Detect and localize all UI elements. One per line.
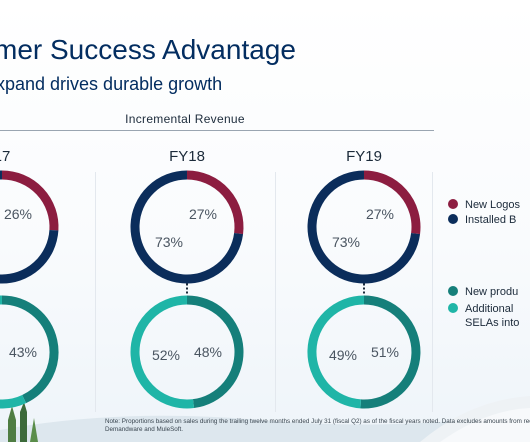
donut-slice <box>130 295 195 409</box>
page-title: mer Success Advantage <box>0 34 296 65</box>
data-label: 49% <box>329 347 357 363</box>
legend-bottom: New produ Additional SELAs into <box>448 285 519 330</box>
donut-slice <box>363 170 421 235</box>
legend-top: New Logos Installed B <box>448 198 520 227</box>
donut-slice <box>1 295 59 404</box>
donut-slice <box>307 170 421 284</box>
column-divider <box>275 172 276 412</box>
footnote: Note: Proportions based on sales during … <box>105 418 530 433</box>
legend-swatch <box>448 286 458 296</box>
legend-swatch <box>448 303 458 313</box>
data-label: 73% <box>332 234 360 250</box>
data-label: 26% <box>4 206 32 222</box>
landscape-decoration <box>0 396 530 442</box>
donut-slice <box>130 170 244 284</box>
donut-slice <box>360 295 421 409</box>
section-label: Incremental Revenue <box>125 112 245 126</box>
year-label-fy19: FY19 <box>346 148 382 165</box>
column-divider <box>95 172 96 412</box>
data-label: 73% <box>155 234 183 250</box>
year-label-fy18: FY18 <box>169 148 205 165</box>
data-label: 27% <box>189 206 217 222</box>
legend-item-installed-base: Installed B <box>448 213 520 227</box>
legend-item-new-logos: New Logos <box>448 198 520 212</box>
column-divider <box>432 172 433 412</box>
page-subtitle: xpand drives durable growth <box>0 74 223 94</box>
section-divider <box>0 130 434 131</box>
donut-slice <box>186 295 244 409</box>
legend-item-new-products: New produ <box>448 285 519 299</box>
legend-swatch <box>448 199 458 209</box>
donut-slice <box>186 170 244 235</box>
data-label: 52% <box>152 347 180 363</box>
data-label: 43% <box>9 344 37 360</box>
legend-item-additional: Additional <box>448 302 519 316</box>
legend-item-additional-line2: SELAs into <box>465 317 520 329</box>
data-label: 48% <box>194 344 222 360</box>
year-label-fy17: 17 <box>0 148 11 165</box>
data-label: 51% <box>371 344 399 360</box>
legend-swatch <box>448 214 458 224</box>
donut-slice <box>1 170 59 231</box>
donut-slice <box>0 170 59 284</box>
data-label: 27% <box>366 206 394 222</box>
donut-slice <box>307 295 365 409</box>
